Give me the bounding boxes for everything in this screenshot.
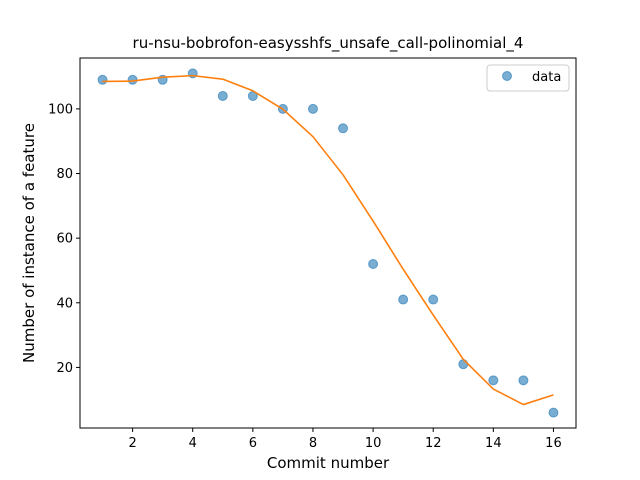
data-point [338,123,349,134]
data-point [97,74,108,85]
y-tick-label: 20 [56,361,73,376]
x-tick-label: 2 [128,436,136,451]
x-tick-label: 12 [425,436,442,451]
x-tick-label: 4 [189,436,197,451]
data-point [368,259,379,270]
data-point [458,359,469,370]
y-axis: 20 40 60 80 100 [48,102,80,376]
data-point [428,294,439,305]
chart-title: ru-nsu-bobrofon-easysshfs_unsafe_call-po… [133,34,524,53]
x-axis: 2 4 6 8 10 12 14 16 [128,428,562,451]
y-tick-label: 80 [56,167,73,182]
x-axis-label: Commit number [267,454,390,472]
data-point [217,90,228,101]
y-tick-label: 60 [56,232,73,247]
data-point [127,74,138,85]
legend-label-data: data [532,70,561,85]
y-axis-label: Number of instance of a feature [20,123,38,363]
x-tick-label: 6 [249,436,257,451]
y-tick-label: 40 [56,296,73,311]
x-tick-label: 16 [545,436,562,451]
x-tick-label: 8 [309,436,317,451]
data-point [518,375,529,386]
x-tick-label: 10 [365,436,382,451]
data-point [307,103,318,114]
x-tick-label: 14 [485,436,502,451]
fit-line [102,74,554,406]
data-point [488,375,499,386]
data-point [398,294,409,305]
plot-frame [79,57,577,429]
legend: data [486,64,570,92]
legend-marker-data [502,71,512,81]
data-point [548,407,559,418]
plot-area [80,58,576,428]
plot-background [80,58,576,428]
y-tick-label: 100 [48,102,73,117]
series-layer [97,68,559,418]
